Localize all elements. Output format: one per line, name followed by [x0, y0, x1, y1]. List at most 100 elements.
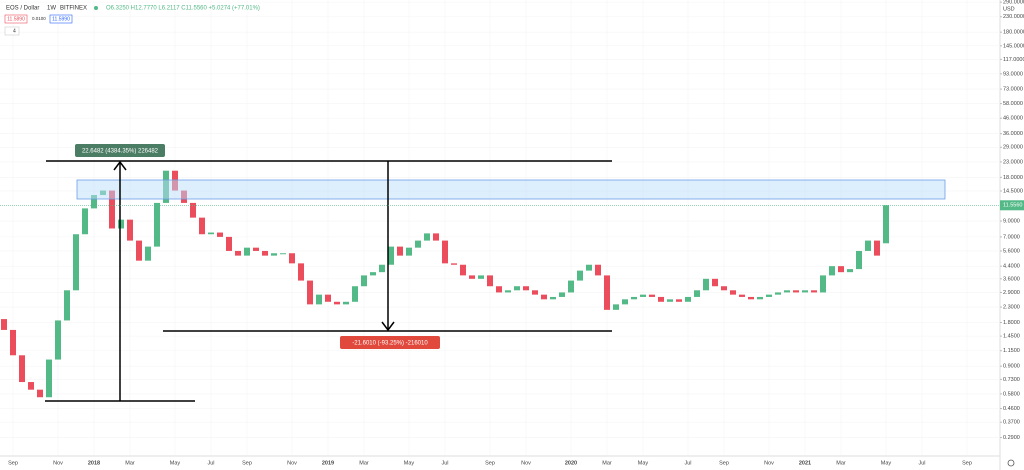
candle-body: [631, 296, 637, 300]
candle-body: [388, 246, 394, 265]
y-tick-label: 3.6000: [1003, 276, 1020, 282]
candle-body: [523, 286, 529, 291]
y-tick-label: 46.0000: [1003, 116, 1023, 122]
candle-body: [244, 247, 250, 256]
y-tick-label: 2.9000: [1003, 290, 1020, 296]
y-tick-label: 58.0000: [1003, 101, 1023, 107]
settings-icon[interactable]: [1007, 459, 1015, 467]
candle-body: [307, 280, 313, 305]
candle-body: [604, 275, 610, 310]
candle-body: [640, 294, 646, 297]
x-tick-label: 2020: [565, 460, 577, 466]
candle-body: [10, 329, 16, 356]
candle-body: [649, 294, 655, 297]
symbol: EOS / Dollar: [6, 6, 39, 12]
x-tick-label: May: [170, 460, 181, 466]
candle-body: [595, 264, 601, 276]
indicator-toggle[interactable]: [4, 26, 20, 36]
y-tick-label: 290.0000: [1003, 0, 1024, 6]
ask-box[interactable]: [49, 14, 73, 24]
y-tick-label: 0.3700: [1003, 420, 1020, 426]
candle-body: [811, 290, 817, 293]
y-tick-label: 1.4500: [1003, 334, 1020, 340]
y-tick-label: 5.6000: [1003, 248, 1020, 254]
candle-body: [433, 233, 439, 241]
bid-box[interactable]: [4, 14, 28, 24]
candle-body: [325, 294, 331, 302]
y-tick-label: 0.5800: [1003, 391, 1020, 397]
y-tick-label: 180.0000: [1003, 30, 1024, 36]
x-tick-label: Jul: [918, 460, 925, 466]
candle-body: [118, 219, 124, 229]
candle-body: [784, 290, 790, 293]
y-tick-label: 93.0000: [1003, 71, 1023, 77]
candle-body: [190, 202, 196, 218]
candle-body: [82, 208, 88, 235]
candle-body: [406, 247, 412, 256]
candle-body: [514, 286, 520, 291]
candle-body: [451, 263, 457, 265]
candle-body: [73, 234, 79, 291]
price-label-box: [1000, 200, 1024, 211]
x-tick-label: Nov: [287, 460, 297, 466]
y-tick-label: 9.0000: [1003, 218, 1020, 224]
candle-body: [775, 292, 781, 295]
candle-body: [541, 294, 547, 300]
candle-body: [28, 382, 34, 390]
candle-body: [37, 389, 43, 398]
x-tick-label: Sep: [8, 460, 18, 466]
x-tick-label: Jul: [207, 460, 214, 466]
candle-body: [55, 320, 61, 360]
candle-body: [568, 280, 574, 293]
candle-body: [703, 278, 709, 291]
x-tick-label: Nov: [521, 460, 531, 466]
candle-body: [766, 294, 772, 297]
candle-body: [793, 290, 799, 293]
candle-body: [154, 202, 160, 247]
x-tick-label: May: [881, 460, 892, 466]
arrow-head: [113, 160, 127, 171]
zone-rectangle[interactable]: [76, 179, 946, 200]
candle-body: [505, 290, 511, 293]
candle-body: [730, 290, 736, 295]
x-tick-label: 2019: [322, 460, 334, 466]
y-tick-label: 73.0000: [1003, 87, 1023, 93]
indicator-count: 4: [13, 28, 16, 34]
candle-body: [217, 232, 223, 237]
candle-body: [721, 286, 727, 291]
candle-body: [685, 296, 691, 302]
candle-body: [802, 290, 808, 293]
x-tick-label: Sep: [485, 460, 495, 466]
candle-body: [361, 275, 367, 287]
candle-body: [532, 290, 538, 295]
candle-body: [352, 286, 358, 302]
candle-body: [820, 275, 826, 293]
candle-body: [442, 240, 448, 264]
x-tick-label: Sep: [962, 460, 972, 466]
candle-body: [838, 266, 844, 273]
candle-body: [343, 301, 349, 305]
arrow-head: [381, 321, 395, 332]
candle-body: [874, 240, 880, 256]
candle-body: [856, 250, 862, 270]
x-tick-label: Mar: [359, 460, 369, 466]
candle-body: [613, 304, 619, 310]
x-tick-label: Sep: [242, 460, 252, 466]
x-tick-label: May: [404, 460, 415, 466]
candle-body: [667, 299, 673, 302]
y-tick-label: 18.0000: [1003, 175, 1023, 181]
spread: 0.0100: [32, 16, 46, 21]
candle-body: [298, 263, 304, 281]
candle-body: [496, 286, 502, 293]
candle-body: [253, 247, 259, 251]
candle-body: [91, 195, 97, 209]
candle-body: [226, 236, 232, 251]
x-tick-label: Nov: [53, 460, 63, 466]
x-tick-label: Mar: [125, 460, 135, 466]
candle-body: [370, 272, 376, 276]
candle-body: [883, 205, 889, 244]
candle-body: [739, 294, 745, 297]
ohlc: O6.3250 H12.7770 L6.2117 C11.5560 +5.027…: [106, 6, 260, 12]
